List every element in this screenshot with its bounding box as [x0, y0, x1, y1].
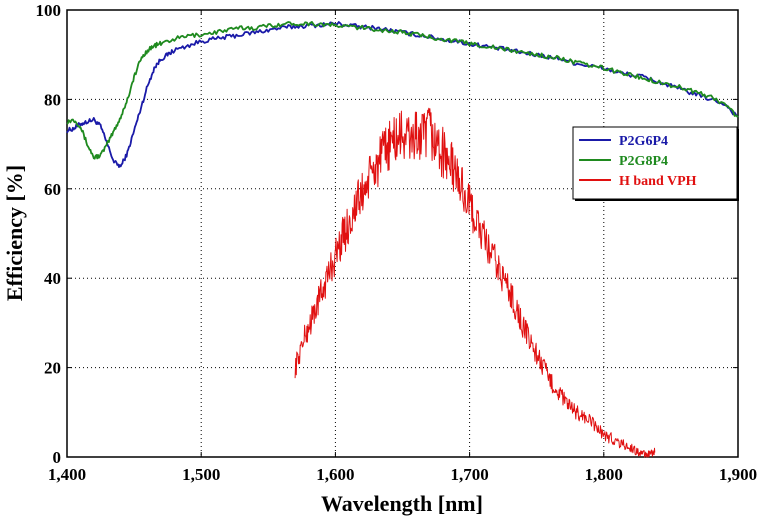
x-tick-label: 1,800	[585, 465, 623, 484]
legend-label: P2G6P4	[619, 134, 668, 149]
series-line-h-band-vph	[294, 107, 656, 458]
y-tick-label: 80	[44, 90, 61, 109]
x-tick-label: 1,900	[719, 465, 757, 484]
x-tick-label: 1,600	[316, 465, 354, 484]
series-line-p2g8p4	[66, 20, 739, 160]
plot-area	[66, 9, 739, 458]
y-tick-label: 60	[44, 180, 61, 199]
x-axis-title: Wavelength [nm]	[321, 491, 483, 516]
x-tick-label: 1,700	[450, 465, 488, 484]
legend: P2G6P4 P2G8P4 H band VPH	[572, 126, 739, 201]
x-tick-label: 1,400	[48, 465, 86, 484]
y-tick-label: 0	[53, 448, 62, 467]
y-tick-label: 100	[36, 1, 62, 20]
axis-ticks	[66, 9, 739, 458]
plot-frame	[66, 9, 739, 458]
x-tick-label: 1,500	[182, 465, 220, 484]
y-axis-title: Efficiency [%]	[2, 165, 27, 301]
grid-lines	[67, 10, 738, 457]
legend-label: P2G8P4	[619, 154, 668, 169]
legend-label: H band VPH	[619, 174, 697, 189]
series-layer	[66, 20, 739, 458]
y-tick-label: 20	[44, 359, 61, 378]
y-tick-label: 40	[44, 269, 61, 288]
tick-labels: 1,400 1,500 1,600 1,700 1,800 1,900 0 20 40 60 80 1…	[36, 1, 758, 484]
